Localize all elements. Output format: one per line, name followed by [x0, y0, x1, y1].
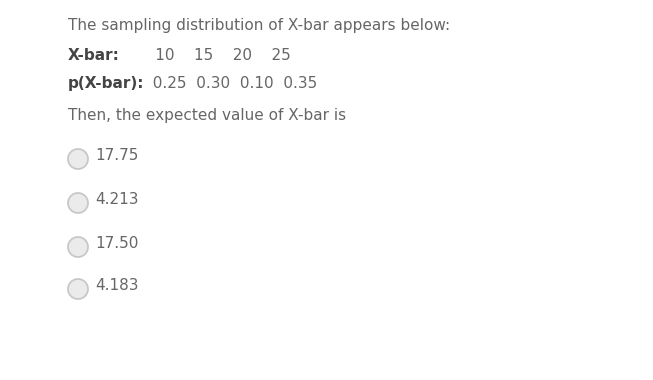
- Text: Then, the expected value of X-bar is: Then, the expected value of X-bar is: [68, 108, 346, 123]
- Ellipse shape: [68, 193, 88, 213]
- Ellipse shape: [68, 237, 88, 257]
- Text: The sampling distribution of X-bar appears below:: The sampling distribution of X-bar appea…: [68, 18, 450, 33]
- Text: 4.213: 4.213: [95, 192, 138, 207]
- Ellipse shape: [68, 149, 88, 169]
- Text: 10    15    20    25: 10 15 20 25: [126, 48, 291, 63]
- Text: 17.50: 17.50: [95, 236, 138, 251]
- Text: p(X-bar):: p(X-bar):: [68, 76, 144, 91]
- Text: 17.75: 17.75: [95, 148, 138, 163]
- Ellipse shape: [68, 279, 88, 299]
- Text: X-bar:: X-bar:: [68, 48, 120, 63]
- Text: 4.183: 4.183: [95, 278, 138, 293]
- Text: 0.25  0.30  0.10  0.35: 0.25 0.30 0.10 0.35: [143, 76, 317, 91]
